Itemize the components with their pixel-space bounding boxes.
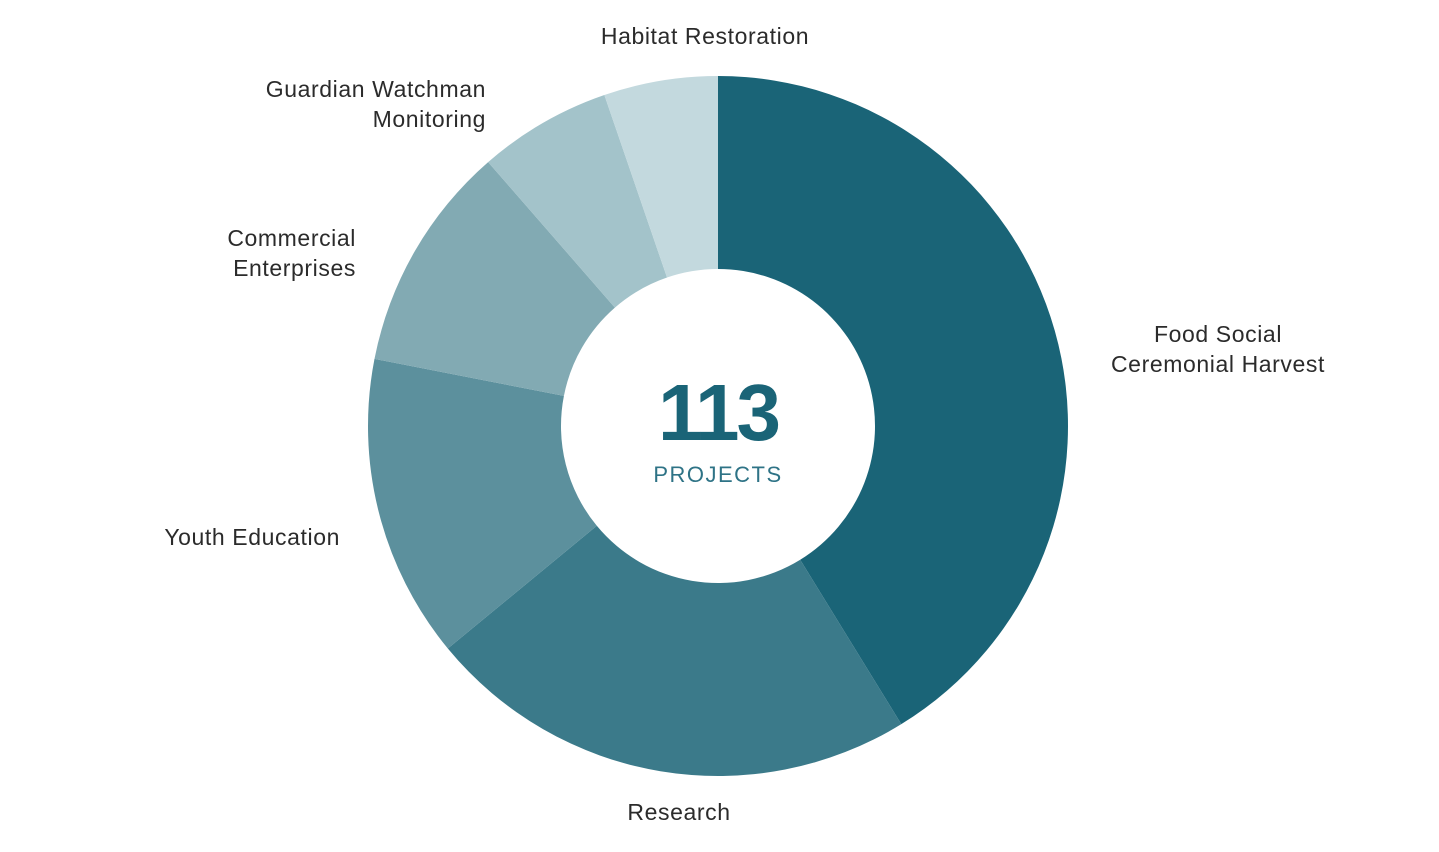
label-commercial-enterprises: Commercial Enterprises bbox=[227, 225, 356, 281]
label-line: Ceremonial Harvest bbox=[1111, 351, 1325, 377]
center-caption: PROJECTS bbox=[653, 462, 782, 487]
label-guardian-watchman-monitoring: Guardian Watchman Monitoring bbox=[266, 76, 486, 132]
center-group: 113 PROJECTS bbox=[653, 368, 782, 487]
label-research: Research bbox=[627, 799, 730, 825]
slice-commercial-enterprises bbox=[374, 162, 615, 396]
labels-group: Food Social Ceremonial Harvest Research You… bbox=[164, 23, 1325, 825]
slice-guardian-watchman-monitoring bbox=[488, 94, 668, 308]
label-line: Youth Education bbox=[164, 524, 340, 550]
slice-research bbox=[447, 525, 902, 776]
slice-food-social-ceremonial-harvest bbox=[718, 76, 1068, 725]
slice-habitat-restoration bbox=[604, 76, 718, 278]
label-line: Research bbox=[627, 799, 730, 825]
label-line: Food Social bbox=[1154, 321, 1282, 347]
label-habitat-restoration: Habitat Restoration bbox=[601, 23, 809, 49]
label-line: Enterprises bbox=[233, 255, 356, 281]
label-line: Guardian Watchman bbox=[266, 76, 486, 102]
label-line: Habitat Restoration bbox=[601, 23, 809, 49]
label-youth-education: Youth Education bbox=[164, 524, 340, 550]
label-line: Monitoring bbox=[373, 106, 486, 132]
slices-group bbox=[367, 76, 1068, 776]
slice-youth-education bbox=[367, 358, 597, 649]
label-food-social-ceremonial-harvest: Food Social Ceremonial Harvest bbox=[1111, 321, 1325, 377]
center-total: 113 bbox=[658, 368, 779, 457]
label-line: Commercial bbox=[227, 225, 356, 251]
